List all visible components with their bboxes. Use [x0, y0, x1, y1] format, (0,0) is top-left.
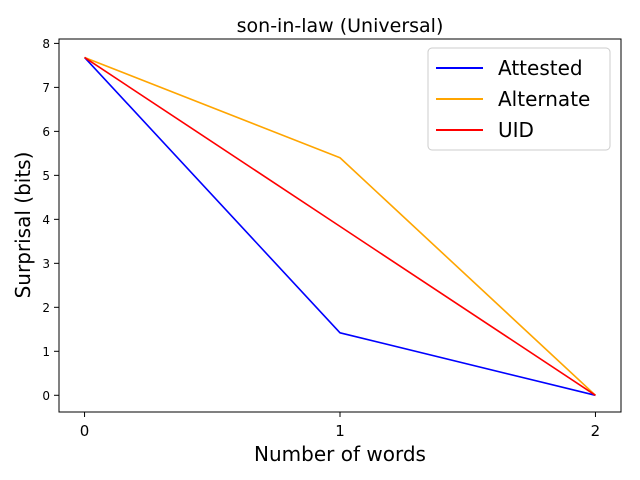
- series-line-alternate: [84, 56, 596, 396]
- y-tick-label: 1: [42, 345, 50, 359]
- y-tick-label: 3: [42, 257, 50, 271]
- series-line-uid: [84, 56, 596, 396]
- plot-area: 0 1 2 0 1 2 3 4 5 6 7 8: [42, 37, 622, 440]
- x-axis: 0 1 2: [80, 412, 600, 440]
- x-tick-label: 1: [335, 422, 345, 440]
- series-lines: [83, 56, 596, 397]
- legend-label-uid: UID: [498, 118, 534, 142]
- y-tick-label: 8: [42, 37, 50, 51]
- legend-label-attested: Attested: [498, 56, 583, 80]
- y-tick-label: 5: [42, 169, 50, 183]
- x-tick-label: 2: [591, 422, 601, 440]
- x-axis-label: Number of words: [254, 442, 426, 466]
- x-tick-label: 0: [80, 422, 90, 440]
- y-axis: 0 1 2 3 4 5 6 7 8: [42, 37, 59, 403]
- y-tick-label: 0: [42, 389, 50, 403]
- y-tick-label: 4: [42, 213, 50, 227]
- y-tick-label: 2: [42, 301, 50, 315]
- series-line-attested: [83, 56, 596, 397]
- legend: Attested Alternate UID: [427, 47, 611, 151]
- chart-title: son-in-law (Universal): [237, 15, 444, 37]
- legend-label-alternate: Alternate: [498, 87, 590, 111]
- y-tick-label: 6: [42, 125, 50, 139]
- legend-box: [427, 47, 611, 151]
- y-tick-label: 7: [42, 81, 50, 95]
- y-axis-label: Surprisal (bits): [11, 152, 35, 299]
